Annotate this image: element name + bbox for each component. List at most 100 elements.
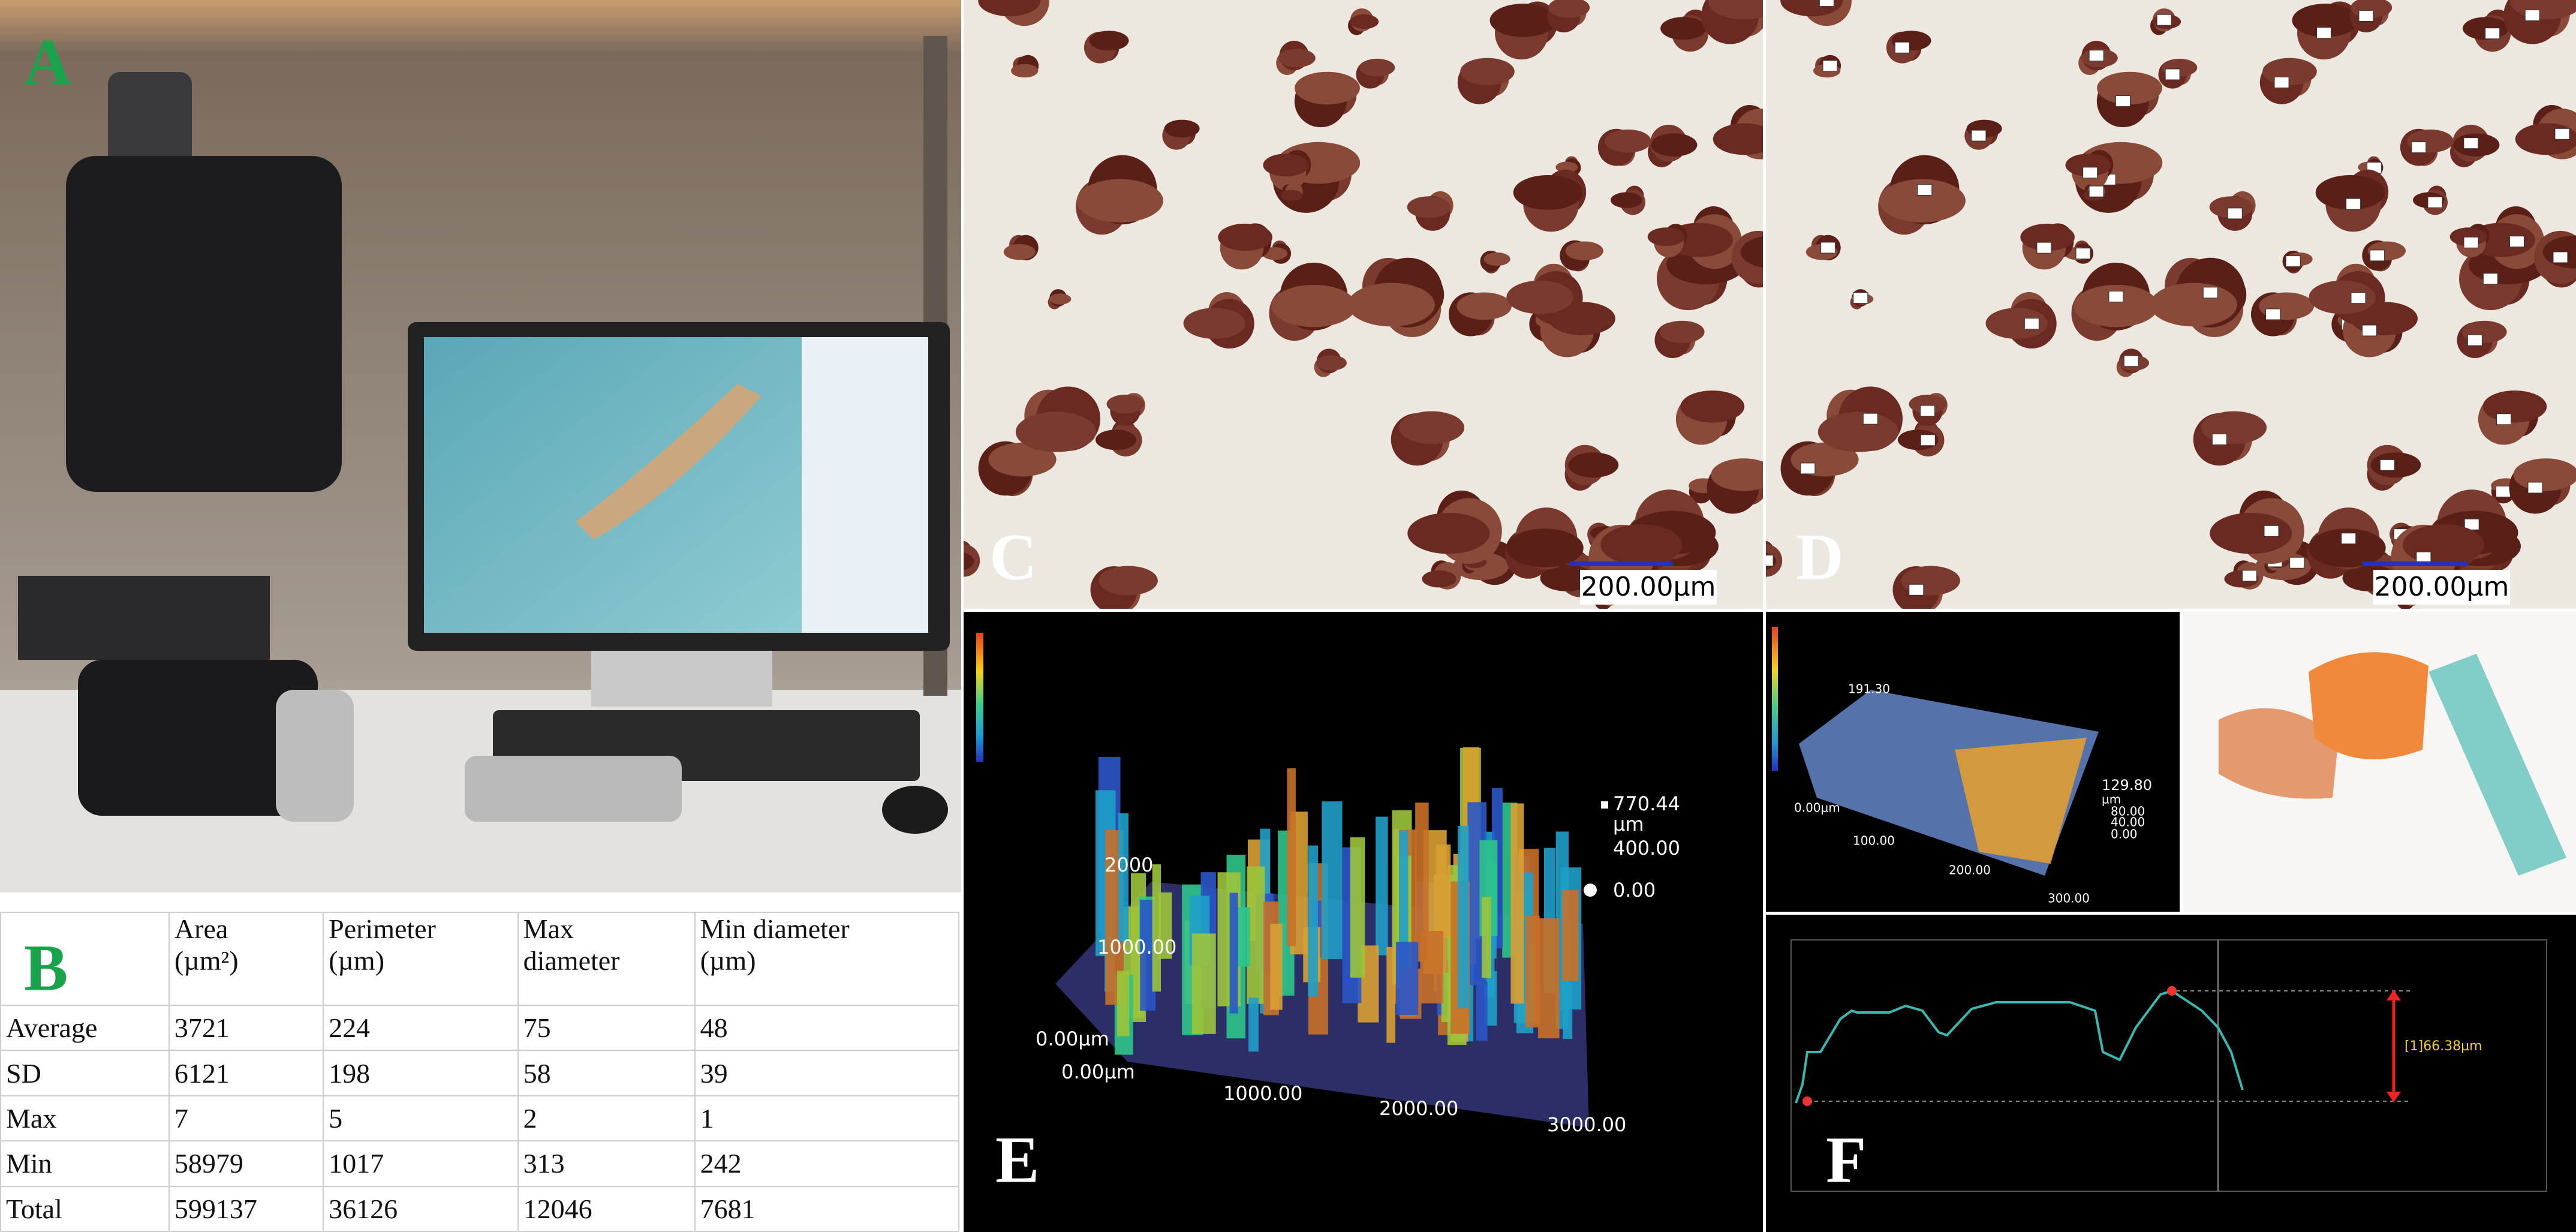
particle-tag (2463, 137, 2479, 149)
particle (2403, 524, 2485, 566)
particle (2309, 652, 2428, 759)
particle-tag (2108, 290, 2124, 302)
axis-label: 100.00 (1853, 834, 1895, 848)
particle (1316, 355, 1347, 371)
particle (1347, 283, 1435, 327)
table-row: SD 6121 198 58 39 (0, 1050, 960, 1096)
row-label: Min (0, 1140, 170, 1187)
particles (964, 0, 1763, 609)
particle (964, 552, 974, 570)
height-label: 129.80 (2102, 777, 2152, 794)
surface-column (1415, 803, 1429, 962)
particle (1647, 227, 1685, 247)
particle (1218, 223, 1273, 251)
screen (424, 337, 802, 633)
panel-label: C (989, 520, 1037, 593)
statistics-table: Area (µm²) Perimeter (µm) Max diameter Min dia… (0, 912, 960, 1232)
particle (1015, 411, 1097, 452)
value-cell: 6121 (168, 1050, 324, 1096)
particle-tag (2089, 185, 2104, 197)
surface-peak (1955, 738, 2087, 864)
particle (2020, 223, 2075, 251)
particle-tag (2416, 551, 2431, 563)
particle (1398, 411, 1465, 444)
particle (1740, 236, 1763, 268)
header-line: Perimeter (329, 914, 436, 944)
sidebar (802, 337, 928, 633)
particle-tag (2427, 196, 2443, 208)
header-line: (µm) (700, 945, 756, 976)
particle-tag (2554, 128, 2570, 140)
particle (1407, 512, 1490, 554)
particle-tag (2358, 10, 2374, 22)
particle (1513, 175, 1583, 210)
particle-tag (2524, 10, 2540, 22)
particle-tag (1920, 405, 1936, 417)
stand (591, 651, 772, 707)
particle-tag (2341, 533, 2357, 545)
particle (2210, 512, 2292, 554)
z-label: 770.44 (1613, 792, 1680, 815)
particle-tag (1862, 413, 1878, 425)
particle (1565, 241, 1604, 261)
particle (1278, 49, 1316, 68)
value-cell: 7 (168, 1095, 324, 1142)
particle-tag (1920, 434, 1936, 446)
particle-tag (2165, 68, 2180, 80)
particle (2219, 708, 2339, 799)
axis-label: 200.00 (1949, 863, 1991, 878)
particle-tag (2496, 413, 2512, 425)
particle (2097, 71, 2162, 105)
surface-column (1322, 801, 1343, 959)
particle (2150, 283, 2237, 327)
x-label: 0.00µm (1061, 1060, 1135, 1083)
particle (988, 442, 1057, 477)
value-cell: 3721 (168, 1004, 324, 1051)
surface-column (1376, 816, 1388, 955)
particle-tag (2482, 273, 2498, 285)
particle (1280, 190, 1303, 201)
surface-column (1191, 933, 1216, 1034)
marker (2167, 986, 2177, 996)
particle-tag (2316, 27, 2331, 39)
particle (2074, 284, 2159, 327)
base (18, 576, 270, 660)
surface-column (1562, 890, 1579, 981)
panel-a-photo (0, 0, 961, 893)
particle (1879, 179, 1966, 223)
table-row: Max 7 5 2 1 (0, 1095, 960, 1142)
surface-column (1350, 837, 1365, 978)
scale-box (1580, 570, 1717, 605)
panel-label: F (1826, 1123, 1866, 1196)
particle (978, 0, 1041, 17)
surface-column (1525, 915, 1540, 1027)
particle-tag (2202, 287, 2218, 299)
axis-label: 0.00µm (1794, 801, 1840, 815)
surface-column (1485, 970, 1497, 1026)
particle (1460, 58, 1515, 86)
particle (1489, 4, 1557, 37)
value-cell: 58 (517, 1050, 696, 1096)
particle (2292, 4, 2359, 37)
particle-tag (2264, 525, 2279, 537)
particle-tag (2464, 518, 2479, 530)
particle (1651, 133, 1698, 157)
marker (1802, 1096, 1812, 1106)
panel-label: D (1796, 520, 1843, 593)
particle-tag (2379, 459, 2395, 471)
particle (1295, 71, 1360, 105)
y-label: 1000.00 (1097, 936, 1176, 958)
specimen (576, 384, 762, 540)
particle (1359, 58, 1395, 77)
surface-column (1510, 803, 1524, 1004)
x-label: 2000.00 (1379, 1097, 1458, 1120)
particle-tag (2285, 256, 2301, 268)
particle (1271, 284, 1356, 327)
particle (1263, 154, 1309, 177)
row-label: SD (0, 1050, 170, 1096)
axis-label: 191.30 (1848, 682, 1890, 696)
value-cell: 75 (517, 1004, 696, 1051)
particle-tag (2346, 198, 2361, 210)
particle-tag (1917, 184, 1933, 196)
particle (2315, 175, 2385, 210)
